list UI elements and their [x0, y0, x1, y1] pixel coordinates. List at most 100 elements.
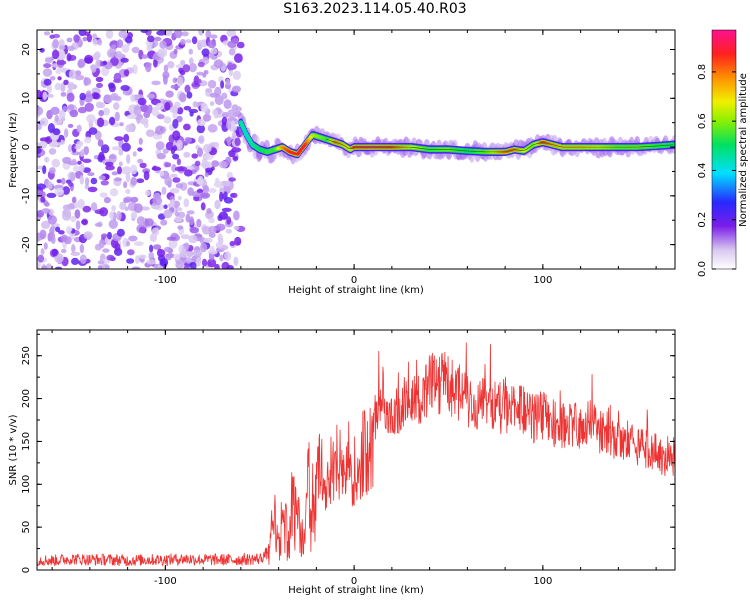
noise-blob	[67, 45, 75, 51]
noise-blob	[163, 64, 169, 73]
noise-blob	[46, 192, 57, 198]
noise-blob	[172, 145, 178, 152]
noise-blob	[176, 107, 184, 115]
noise-blob	[232, 156, 239, 161]
noise-blob	[210, 47, 218, 55]
noise-blob	[233, 225, 240, 231]
noise-blob	[109, 211, 114, 220]
noise-blob	[64, 208, 72, 218]
noise-blob	[174, 166, 184, 172]
noise-blob	[214, 95, 224, 106]
noise-blob	[41, 265, 48, 269]
noise-blob	[71, 143, 77, 153]
noise-blob	[217, 233, 223, 243]
noise-blob	[71, 196, 77, 204]
noise-blob	[146, 104, 153, 114]
noise-blob	[116, 210, 122, 221]
noise-blob	[111, 205, 116, 212]
noise-blob	[137, 158, 144, 164]
noise-blob	[180, 59, 186, 66]
noise-blob	[155, 102, 165, 111]
noise-blob	[221, 92, 228, 100]
noise-blob	[218, 211, 229, 220]
noise-blob	[172, 130, 181, 141]
noise-blob	[209, 101, 215, 106]
noise-blob	[183, 198, 190, 208]
noise-blob	[54, 253, 64, 264]
noise-blob	[215, 241, 224, 249]
snr-panel: -100 0 100 0 50 100 150 200 250 Height of straig…	[8, 329, 676, 596]
noise-blob	[101, 263, 110, 269]
noise-blob	[152, 133, 163, 140]
noise-blob	[90, 64, 97, 73]
noise-blob	[198, 135, 205, 144]
noise-blob	[169, 173, 178, 178]
noise-blob	[233, 256, 239, 266]
noise-blob	[188, 48, 193, 55]
noise-blob	[49, 34, 55, 39]
noise-blob	[172, 118, 179, 129]
noise-blob	[156, 153, 166, 160]
noise-blob	[183, 151, 191, 158]
noise-blob	[84, 136, 92, 144]
noise-blob	[56, 179, 62, 184]
noise-blob	[71, 151, 81, 156]
noise-blob	[102, 107, 110, 116]
noise-blob	[183, 242, 190, 250]
noise-blob	[102, 60, 108, 66]
noise-blob	[108, 219, 118, 229]
noise-blob	[144, 218, 154, 227]
noise-blob	[137, 97, 147, 106]
snr-y-label: SNR (10 * v/v)	[8, 414, 19, 485]
colorbar-tick-label: 0.2	[697, 212, 708, 228]
colorbar-tick-label: 0.0	[697, 261, 708, 277]
noise-blob	[227, 136, 232, 147]
noise-blob	[173, 48, 178, 55]
noise-blob	[100, 144, 110, 154]
noise-blob	[180, 39, 186, 45]
noise-blob	[176, 76, 184, 87]
noise-blob	[97, 265, 103, 269]
noise-blob	[121, 44, 130, 53]
noise-blob	[196, 256, 202, 267]
noise-blob	[189, 227, 199, 234]
noise-blob	[132, 64, 138, 75]
noise-blob	[112, 95, 122, 101]
noise-blob	[197, 147, 203, 158]
noise-blob	[153, 58, 158, 68]
noise-blob	[155, 125, 165, 135]
noise-blob	[208, 225, 217, 234]
noise-blob	[87, 186, 98, 193]
noise-blob	[130, 211, 137, 220]
noise-blob	[83, 231, 93, 240]
noise-blob	[196, 124, 205, 134]
noise-blob	[96, 82, 103, 88]
noise-blob	[138, 137, 143, 145]
snr-axes: -100 0 100 0 50 100 150 200 250	[21, 330, 675, 587]
noise-blob	[118, 30, 128, 38]
spectrogram-y-tick-label: 20	[21, 43, 32, 56]
noise-blob	[74, 145, 81, 150]
noise-blob	[66, 226, 73, 233]
noise-blob	[223, 180, 232, 187]
noise-blob	[37, 124, 42, 130]
noise-blob	[58, 49, 66, 59]
snr-frame	[36, 329, 676, 571]
noise-blob	[169, 199, 175, 207]
noise-blob	[108, 116, 116, 126]
noise-blob	[103, 94, 113, 104]
noise-blob	[231, 192, 238, 198]
noise-blob	[188, 57, 194, 65]
noise-blob	[163, 74, 168, 85]
noise-blob	[149, 244, 154, 253]
noise-blob	[224, 251, 232, 261]
noise-blob	[140, 104, 149, 113]
noise-blob	[41, 220, 51, 229]
noise-blob	[223, 99, 232, 110]
noise-blob	[82, 158, 92, 163]
noise-blob	[95, 68, 101, 75]
noise-blob	[54, 82, 62, 91]
noise-blob	[191, 153, 198, 159]
noise-blob	[42, 91, 48, 101]
noise-blob	[133, 203, 143, 214]
